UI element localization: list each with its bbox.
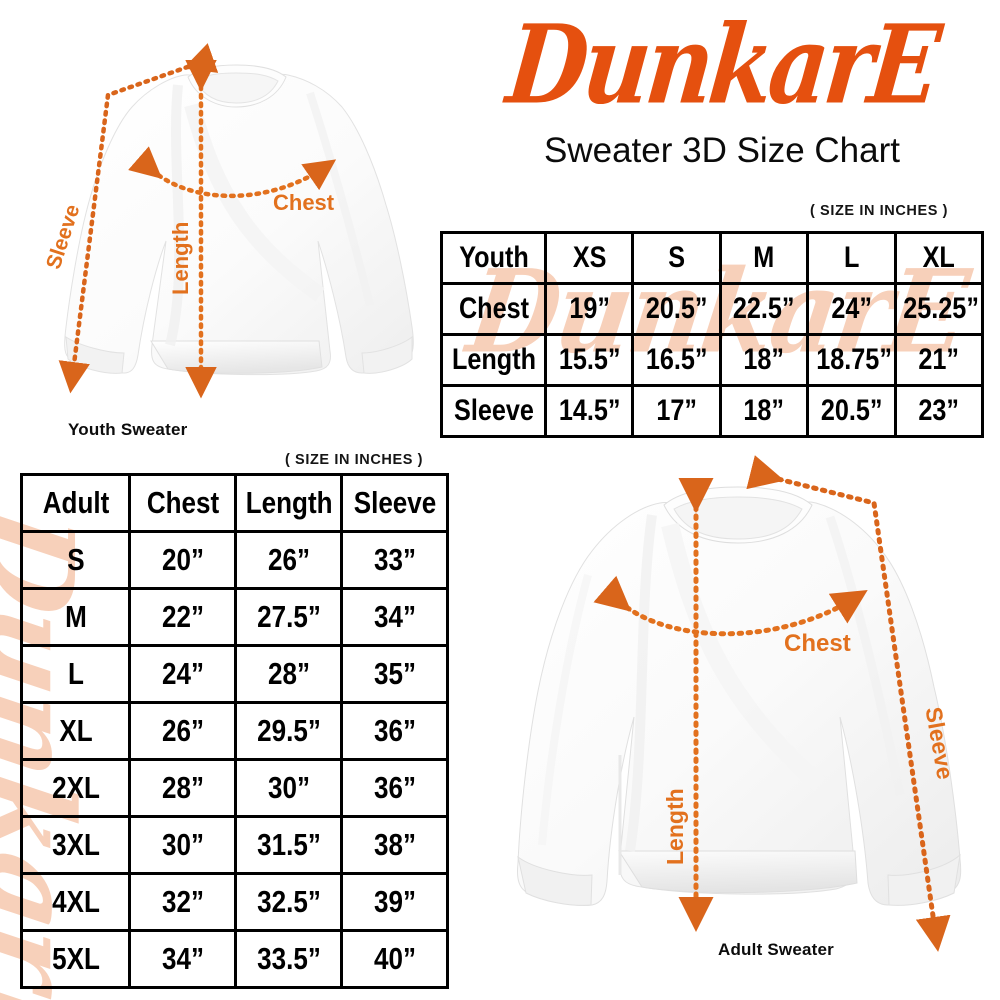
table-row: M 22” 27.5” 34” bbox=[22, 587, 448, 647]
adult-cell: 34” bbox=[348, 587, 441, 647]
youth-col-xs: XS bbox=[551, 231, 628, 285]
youth-cell: 22.5” bbox=[726, 282, 802, 336]
youth-cell: 18” bbox=[726, 384, 802, 438]
youth-col-s: S bbox=[638, 231, 715, 285]
length-label-youth: Length bbox=[168, 221, 193, 295]
adult-cell: 34” bbox=[136, 929, 229, 989]
adult-cell: 39” bbox=[348, 872, 441, 932]
chest-arrow-adult bbox=[593, 575, 868, 637]
youth-corner-label: Youth bbox=[448, 231, 539, 285]
adult-cell: 31.5” bbox=[242, 815, 335, 875]
youth-cell: 19” bbox=[551, 282, 628, 336]
adult-cell: 32.5” bbox=[242, 872, 335, 932]
adult-row-label: S bbox=[28, 530, 123, 590]
table-row: Sleeve 14.5” 17” 18” 20.5” 23” bbox=[442, 384, 983, 438]
adult-cell: 28” bbox=[136, 758, 229, 818]
adult-dimension-arrows bbox=[593, 455, 951, 952]
youth-cell: 17” bbox=[638, 384, 715, 438]
adult-cell: 30” bbox=[242, 758, 335, 818]
table-row: Chest 19” 20.5” 22.5” 24” 25.25” bbox=[442, 282, 983, 336]
adult-sweater-illustration: Chest Length Sleeve bbox=[470, 455, 995, 955]
youth-row-label: Length bbox=[448, 333, 539, 387]
table-row-header: Youth XS S M L XL bbox=[442, 231, 983, 285]
adult-col-sleeve: Sleeve bbox=[348, 473, 441, 533]
adult-corner-label: Adult bbox=[28, 473, 123, 533]
adult-row-label: 4XL bbox=[28, 872, 123, 932]
adult-cell: 20” bbox=[136, 530, 229, 590]
length-label-adult: Length bbox=[662, 788, 688, 865]
youth-cell: 14.5” bbox=[551, 384, 628, 438]
youth-dimension-arrows bbox=[58, 43, 337, 399]
table-row: 5XL 34” 33.5” 40” bbox=[22, 929, 448, 989]
adult-col-chest: Chest bbox=[136, 473, 229, 533]
adult-cell: 29.5” bbox=[242, 701, 335, 761]
youth-sweater-caption: Youth Sweater bbox=[68, 420, 188, 439]
adult-row-label: 5XL bbox=[28, 929, 123, 989]
youth-col-xl: XL bbox=[900, 231, 977, 285]
adult-cell: 35” bbox=[348, 644, 441, 704]
adult-units-note: ( SIZE IN INCHES ) bbox=[285, 452, 424, 468]
table-row: 2XL 28” 30” 36” bbox=[22, 758, 448, 818]
adult-cell: 40” bbox=[348, 929, 441, 989]
table-row: L 24” 28” 35” bbox=[22, 644, 448, 704]
adult-row-label: M bbox=[28, 587, 123, 647]
youth-row-label: Chest bbox=[448, 282, 539, 336]
youth-cell: 20.5” bbox=[813, 384, 890, 438]
youth-col-m: M bbox=[726, 231, 802, 285]
youth-cell: 15.5” bbox=[551, 333, 628, 387]
adult-cell: 36” bbox=[348, 758, 441, 818]
youth-cell: 24” bbox=[813, 282, 890, 336]
adult-cell: 30” bbox=[136, 815, 229, 875]
table-row: XL 26” 29.5” 36” bbox=[22, 701, 448, 761]
table-row: 3XL 30” 31.5” 38” bbox=[22, 815, 448, 875]
adult-cell: 26” bbox=[242, 530, 335, 590]
youth-cell: 23” bbox=[900, 384, 977, 438]
adult-row-label: L bbox=[28, 644, 123, 704]
youth-cell: 21” bbox=[900, 333, 977, 387]
youth-row-label: Sleeve bbox=[448, 384, 539, 438]
adult-cell: 22” bbox=[136, 587, 229, 647]
adult-row-label: XL bbox=[28, 701, 123, 761]
adult-row-label: 2XL bbox=[28, 758, 123, 818]
page-title: Sweater 3D Size Chart bbox=[544, 131, 900, 171]
adult-size-table: Adult Chest Length Sleeve S 20” 26” 33” … bbox=[20, 473, 449, 989]
youth-cell: 18.75” bbox=[813, 333, 892, 387]
brand-header: DunkarE Sweater 3D Size Chart bbox=[452, 1, 992, 171]
adult-col-length: Length bbox=[242, 473, 335, 533]
youth-cell: 25.25” bbox=[900, 282, 979, 336]
adult-cell: 27.5” bbox=[242, 587, 335, 647]
adult-cell: 33” bbox=[348, 530, 441, 590]
adult-cell: 33.5” bbox=[242, 929, 335, 989]
youth-size-table: Youth XS S M L XL Chest 19” 20.5” 22.5” … bbox=[440, 231, 984, 438]
chest-label-youth: Chest bbox=[273, 190, 335, 215]
table-row: Length 15.5” 16.5” 18” 18.75” 21” bbox=[442, 333, 983, 387]
adult-cell: 36” bbox=[348, 701, 441, 761]
sleeve-arrow-adult bbox=[746, 455, 951, 952]
adult-cell: 28” bbox=[242, 644, 335, 704]
table-row-header: Adult Chest Length Sleeve bbox=[22, 473, 448, 533]
table-row: 4XL 32” 32.5” 39” bbox=[22, 872, 448, 932]
table-row: S 20” 26” 33” bbox=[22, 530, 448, 590]
youth-cell: 16.5” bbox=[638, 333, 715, 387]
youth-cell: 20.5” bbox=[638, 282, 715, 336]
adult-cell: 26” bbox=[136, 701, 229, 761]
adult-cell: 24” bbox=[136, 644, 229, 704]
adult-cell: 32” bbox=[136, 872, 229, 932]
youth-sweater-illustration: Chest Length Sleeve bbox=[20, 43, 430, 415]
youth-col-l: L bbox=[813, 231, 890, 285]
chest-label-adult: Chest bbox=[784, 630, 851, 657]
adult-sweater-caption: Adult Sweater bbox=[718, 940, 834, 959]
adult-row-label: 3XL bbox=[28, 815, 123, 875]
brand-logo: DunkarE bbox=[501, 1, 943, 129]
youth-units-note: ( SIZE IN INCHES ) bbox=[810, 203, 949, 219]
youth-cell: 18” bbox=[726, 333, 802, 387]
adult-cell: 38” bbox=[348, 815, 441, 875]
sleeve-arrow-youth bbox=[58, 43, 219, 394]
